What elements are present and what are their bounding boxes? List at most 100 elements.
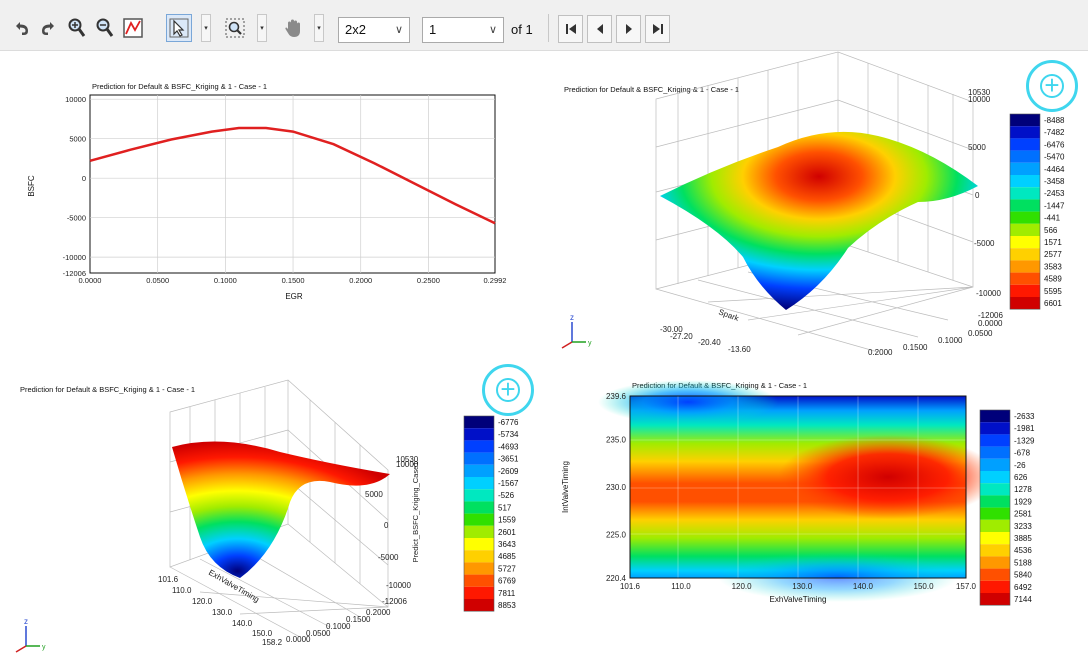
select-tool-dropdown[interactable]: ▾ bbox=[201, 14, 211, 42]
svg-text:0: 0 bbox=[384, 521, 389, 530]
colorbar-frame bbox=[463, 415, 495, 612]
surface-bottom-title: Prediction for Default & BSFC_Kriging & … bbox=[20, 385, 195, 394]
colorbar-label: -1567 bbox=[498, 479, 519, 488]
svg-text:-30.00: -30.00 bbox=[660, 325, 683, 334]
svg-text:5000: 5000 bbox=[968, 143, 986, 152]
colorbar-swatch bbox=[980, 410, 1010, 423]
colorbar-label: 4589 bbox=[1044, 275, 1062, 284]
colorbar-swatch bbox=[1010, 236, 1040, 249]
colorbar-swatch bbox=[1010, 175, 1040, 188]
colorbar-swatch bbox=[1010, 187, 1040, 200]
colorbar-label: 2577 bbox=[1044, 250, 1062, 259]
zoom-box-button[interactable] bbox=[222, 14, 248, 42]
last-page-button[interactable] bbox=[645, 15, 670, 43]
surface-bottom-panel: Prediction for Default & BSFC_Kriging & … bbox=[0, 352, 548, 654]
surface-bottom-y-ticks: 0.0000 0.0500 0.1000 0.1500 0.2000 bbox=[286, 608, 391, 644]
surface-top-x-ticks: 0.0000 0.0500 0.1000 0.1500 0.2000 bbox=[868, 319, 1003, 357]
zoom-in-button[interactable] bbox=[64, 14, 90, 42]
redo-button[interactable] bbox=[36, 14, 62, 42]
svg-text:0.0000: 0.0000 bbox=[286, 635, 311, 644]
colorbar-label: -6776 bbox=[498, 418, 519, 427]
colorbar-swatch bbox=[464, 562, 494, 575]
colorbar-label: 517 bbox=[498, 503, 512, 512]
colorbar-label: 6492 bbox=[1014, 583, 1032, 592]
colorbar-swatch bbox=[1010, 162, 1040, 175]
colorbar-swatch bbox=[1010, 248, 1040, 261]
contour-hot-region bbox=[778, 435, 998, 519]
svg-text:-27.20: -27.20 bbox=[670, 332, 693, 341]
line-chart[interactable]: Prediction for Default & BSFC_Kriging & … bbox=[0, 52, 540, 352]
colorbar-frame bbox=[1009, 113, 1041, 310]
reset-view-button[interactable] bbox=[120, 14, 146, 42]
layout-select[interactable]: 2x2 ∨ bbox=[338, 17, 410, 43]
surface-top-y-ticks: -30.00 -27.20 -20.40 -13.60 bbox=[660, 325, 751, 354]
line-x-axis-label: EGR bbox=[285, 292, 303, 301]
line-plot-panel: Prediction for Default & BSFC_Kriging & … bbox=[0, 52, 540, 352]
colorbar-label: -3458 bbox=[1044, 177, 1065, 186]
colorbar-swatch bbox=[1010, 126, 1040, 139]
colorbar-swatch bbox=[1010, 114, 1040, 127]
x-tick-label: 0.0000 bbox=[79, 276, 102, 285]
x-tick-label: 140.0 bbox=[853, 582, 874, 591]
svg-text:0.0500: 0.0500 bbox=[968, 329, 993, 338]
colorbar-swatch bbox=[464, 428, 494, 441]
colorbar-label: 1559 bbox=[498, 516, 516, 525]
contour-x-ticks: 101.6 110.0 120.0 130.0 140.0 150.0 157.0 bbox=[620, 582, 977, 591]
contour-frame bbox=[629, 395, 967, 579]
x-tick-label: 101.6 bbox=[620, 582, 641, 591]
colorbar-label: -2633 bbox=[1014, 412, 1035, 421]
line-grid bbox=[90, 95, 495, 273]
colorbar-swatch bbox=[1010, 211, 1040, 224]
colorbar-label: 3583 bbox=[1044, 262, 1062, 271]
next-page-button[interactable] bbox=[616, 15, 641, 43]
first-page-button[interactable] bbox=[558, 15, 583, 43]
pan-button[interactable] bbox=[280, 14, 306, 42]
colorbar-swatch bbox=[1010, 284, 1040, 297]
x-tick-label: 0.2500 bbox=[417, 276, 440, 285]
colorbar-label: 6601 bbox=[1044, 299, 1062, 308]
plot-toolbar: ▾ ▾ ▾ 2x2 ∨ 1 ∨ of 1 bbox=[0, 0, 1088, 51]
contour-plot[interactable]: Prediction for Default & BSFC_Kriging & … bbox=[548, 352, 1088, 654]
zoom-out-button[interactable] bbox=[92, 14, 118, 42]
svg-text:110.0: 110.0 bbox=[172, 586, 192, 595]
contour-low-region bbox=[598, 380, 778, 424]
svg-text:0.1000: 0.1000 bbox=[326, 622, 351, 631]
line-y-ticks: 10000 5000 0 -5000 -10000 -12006 bbox=[63, 95, 86, 278]
contour-low-region-bottom bbox=[718, 552, 958, 602]
contour-grid bbox=[630, 396, 966, 578]
pan-dropdown[interactable]: ▾ bbox=[314, 14, 324, 42]
zoom-box-dropdown[interactable]: ▾ bbox=[257, 14, 267, 42]
colorbar-swatch bbox=[1010, 260, 1040, 273]
select-tool-button[interactable] bbox=[166, 14, 192, 42]
colorbar-swatch bbox=[464, 525, 494, 538]
svg-text:10530: 10530 bbox=[968, 88, 991, 97]
last-page-icon bbox=[652, 24, 663, 34]
contour-panel: Prediction for Default & BSFC_Kriging & … bbox=[548, 352, 1088, 654]
colorbar-swatch bbox=[464, 464, 494, 477]
colorbar-swatch bbox=[464, 440, 494, 453]
svg-text:10000: 10000 bbox=[968, 95, 991, 104]
colorbar-swatch bbox=[1010, 272, 1040, 285]
colorbar-label: -4693 bbox=[498, 442, 519, 451]
svg-text:0.2000: 0.2000 bbox=[366, 608, 391, 617]
zoom-out-icon bbox=[96, 18, 114, 37]
layout-select-value: 2x2 bbox=[345, 22, 366, 37]
x-tick-label: 0.2992 bbox=[484, 276, 507, 285]
reset-view-icon bbox=[123, 18, 143, 38]
colorbar-swatch bbox=[980, 495, 1010, 508]
previous-page-button[interactable] bbox=[587, 15, 612, 43]
colorbar-swatch bbox=[1010, 150, 1040, 163]
surface-bottom-colorbar: -6776 -5734 -4693 -3651 -2609 -1567 -526 517 155… bbox=[463, 415, 519, 612]
undo-button[interactable] bbox=[8, 14, 34, 42]
colorbar-swatch bbox=[464, 416, 494, 429]
line-chart-title: Prediction for Default & BSFC_Kriging & … bbox=[92, 82, 267, 91]
zoom-in-icon bbox=[68, 18, 86, 37]
surface-bottom-plot[interactable]: Prediction for Default & BSFC_Kriging & … bbox=[0, 352, 548, 654]
surface-top-plot[interactable]: Prediction for Default & BSFC_Kriging & … bbox=[548, 51, 1088, 357]
y-tick-label: -10000 bbox=[63, 253, 86, 262]
colorbar-swatch bbox=[1010, 199, 1040, 212]
prev-page-icon bbox=[596, 24, 603, 34]
colorbar-swatch bbox=[980, 593, 1010, 606]
page-select[interactable]: 1 ∨ bbox=[422, 17, 504, 43]
colorbar-label: 6769 bbox=[498, 577, 516, 586]
